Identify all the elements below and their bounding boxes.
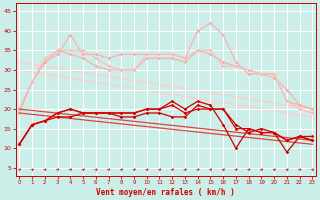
X-axis label: Vent moyen/en rafales ( km/h ): Vent moyen/en rafales ( km/h ) [96,188,235,197]
